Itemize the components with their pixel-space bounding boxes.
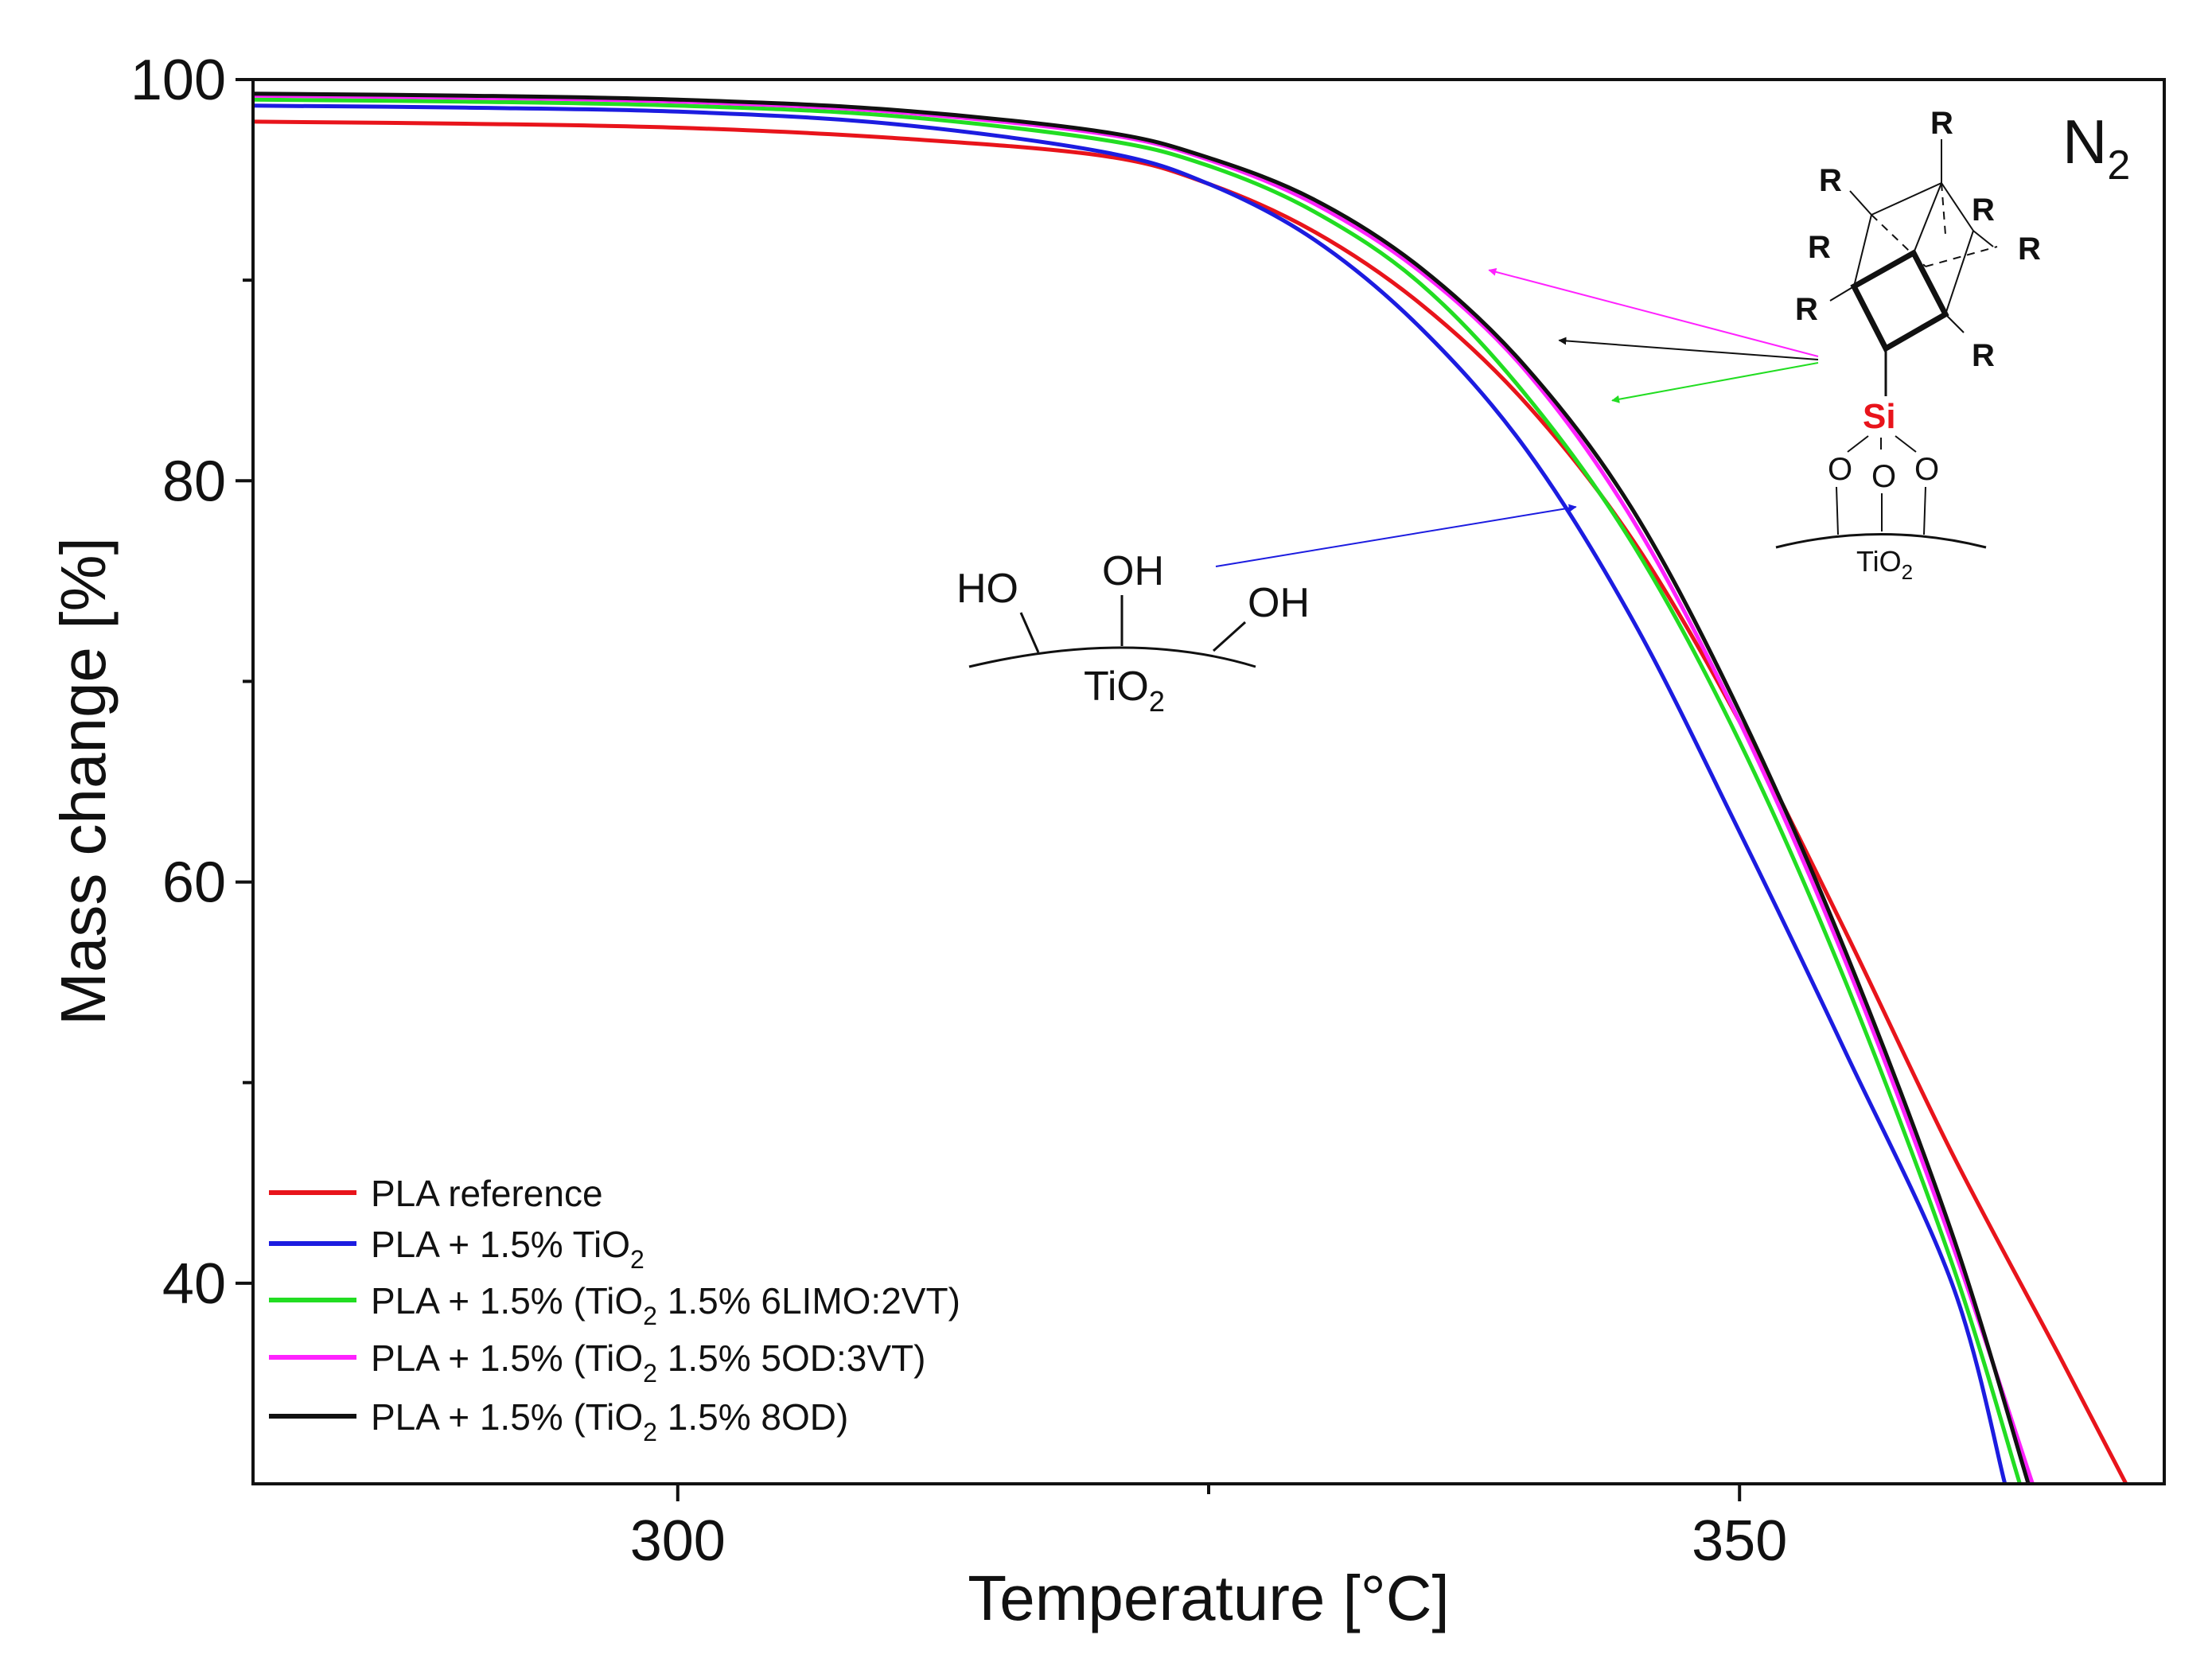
y-axis-title: Mass change [%] bbox=[48, 537, 119, 1026]
series-line-0 bbox=[253, 119, 2128, 1484]
r-group: R bbox=[2018, 232, 2041, 267]
legend-entry: PLA reference bbox=[269, 1173, 603, 1214]
o-surface-bond bbox=[1923, 486, 1926, 535]
arrow-hydroxyl-to-tio2-curve bbox=[1215, 504, 1577, 567]
cage-edge bbox=[1945, 313, 1965, 333]
arrow-silane-to-5od-curve bbox=[1488, 267, 1819, 357]
oxygen-atom: O bbox=[1914, 452, 1939, 487]
atmosphere-main: N bbox=[2062, 107, 2107, 177]
cage-front-face bbox=[1850, 249, 1949, 352]
cage-edge bbox=[1941, 182, 1974, 232]
silicon-atom: Si bbox=[1863, 397, 1896, 436]
hydroxyl-label: HO bbox=[956, 566, 1018, 612]
plot-frame bbox=[251, 78, 2166, 1485]
x-tick-label: 350 bbox=[1692, 1509, 1787, 1573]
hydroxyl-surface-label: TiO2 bbox=[1084, 664, 1165, 718]
silane-tio2-structure: R R R R R R R Si O O O TiO2 bbox=[1775, 106, 2041, 584]
cage-edge bbox=[1849, 190, 1872, 216]
arrow-silane-to-8od-curve bbox=[1558, 337, 1819, 360]
legend-entry: PLA + 1.5% (TiO2 1.5% 6LIMO:2VT) bbox=[269, 1280, 960, 1330]
atmosphere-label: N2 bbox=[2062, 107, 2130, 189]
r-group: R bbox=[1808, 230, 1831, 265]
atmosphere-sub: 2 bbox=[2107, 142, 2130, 189]
legend-label: PLA + 1.5% TiO2 bbox=[371, 1224, 645, 1274]
axis-layer: 300 350 40 60 80 100 bbox=[130, 49, 1787, 1573]
o-surface-bond bbox=[1836, 486, 1839, 535]
r-group: R bbox=[1795, 292, 1818, 327]
arrow-layer bbox=[1215, 267, 1819, 567]
r-group: R bbox=[1819, 163, 1842, 198]
hydroxyl-surface-arc bbox=[968, 646, 1256, 668]
x-tick-label: 300 bbox=[630, 1509, 726, 1573]
si-o-bond bbox=[1895, 435, 1917, 453]
y-tick-label: 80 bbox=[162, 450, 226, 513]
r-group: R bbox=[1930, 106, 1953, 141]
hydroxyl-label: OH bbox=[1102, 548, 1164, 594]
series-layer bbox=[253, 91, 2128, 1484]
cage-edge-hidden bbox=[1941, 182, 1946, 236]
y-tick-label: 40 bbox=[162, 1252, 226, 1316]
series-line-3 bbox=[253, 93, 2035, 1484]
cage-edge bbox=[1913, 182, 1942, 254]
cage-edge bbox=[1871, 182, 1942, 216]
silane-surface-label: TiO2 bbox=[1856, 545, 1913, 584]
legend-entry: PLA + 1.5% (TiO2 1.5% 8OD) bbox=[269, 1396, 848, 1446]
legend-label: PLA + 1.5% (TiO2 1.5% 6LIMO:2VT) bbox=[371, 1280, 960, 1330]
legend: PLA reference PLA + 1.5% TiO2 PLA + 1.5%… bbox=[269, 1173, 960, 1446]
hydroxyl-bond bbox=[1019, 612, 1040, 653]
legend-entry: PLA + 1.5% TiO2 bbox=[269, 1224, 645, 1274]
legend-label: PLA + 1.5% (TiO2 1.5% 5OD:3VT) bbox=[371, 1337, 925, 1388]
hydroxyl-tio2-structure: HO OH OH TiO2 bbox=[956, 548, 1310, 718]
cage-edge-hidden bbox=[1925, 246, 1998, 267]
si-o-bond bbox=[1847, 435, 1869, 453]
series-line-2 bbox=[253, 97, 2022, 1484]
x-axis-title: Temperature [°C] bbox=[968, 1563, 1450, 1633]
legend-entry: PLA + 1.5% (TiO2 1.5% 5OD:3VT) bbox=[269, 1337, 925, 1388]
oxygen-atom: O bbox=[1828, 452, 1852, 487]
series-line-4 bbox=[253, 91, 2031, 1484]
silane-surface-arc bbox=[1775, 533, 1987, 549]
series-line-1 bbox=[253, 103, 2008, 1484]
cage-edge bbox=[1972, 230, 1994, 247]
r-group: R bbox=[1972, 338, 1995, 373]
hydroxyl-label: OH bbox=[1248, 580, 1310, 626]
cage-edge bbox=[1829, 286, 1855, 302]
arrow-silane-to-6limo-curve bbox=[1611, 362, 1819, 403]
y-tick-label: 60 bbox=[162, 851, 226, 915]
legend-label: PLA + 1.5% (TiO2 1.5% 8OD) bbox=[371, 1396, 848, 1446]
legend-label: PLA reference bbox=[371, 1173, 603, 1214]
cage-edge bbox=[1945, 230, 1974, 315]
y-tick-label: 100 bbox=[130, 49, 226, 112]
r-group: R bbox=[1972, 193, 1995, 228]
hydroxyl-bond bbox=[1212, 621, 1247, 652]
cage-edge bbox=[1853, 214, 1872, 287]
oxygen-atom: O bbox=[1871, 459, 1896, 494]
